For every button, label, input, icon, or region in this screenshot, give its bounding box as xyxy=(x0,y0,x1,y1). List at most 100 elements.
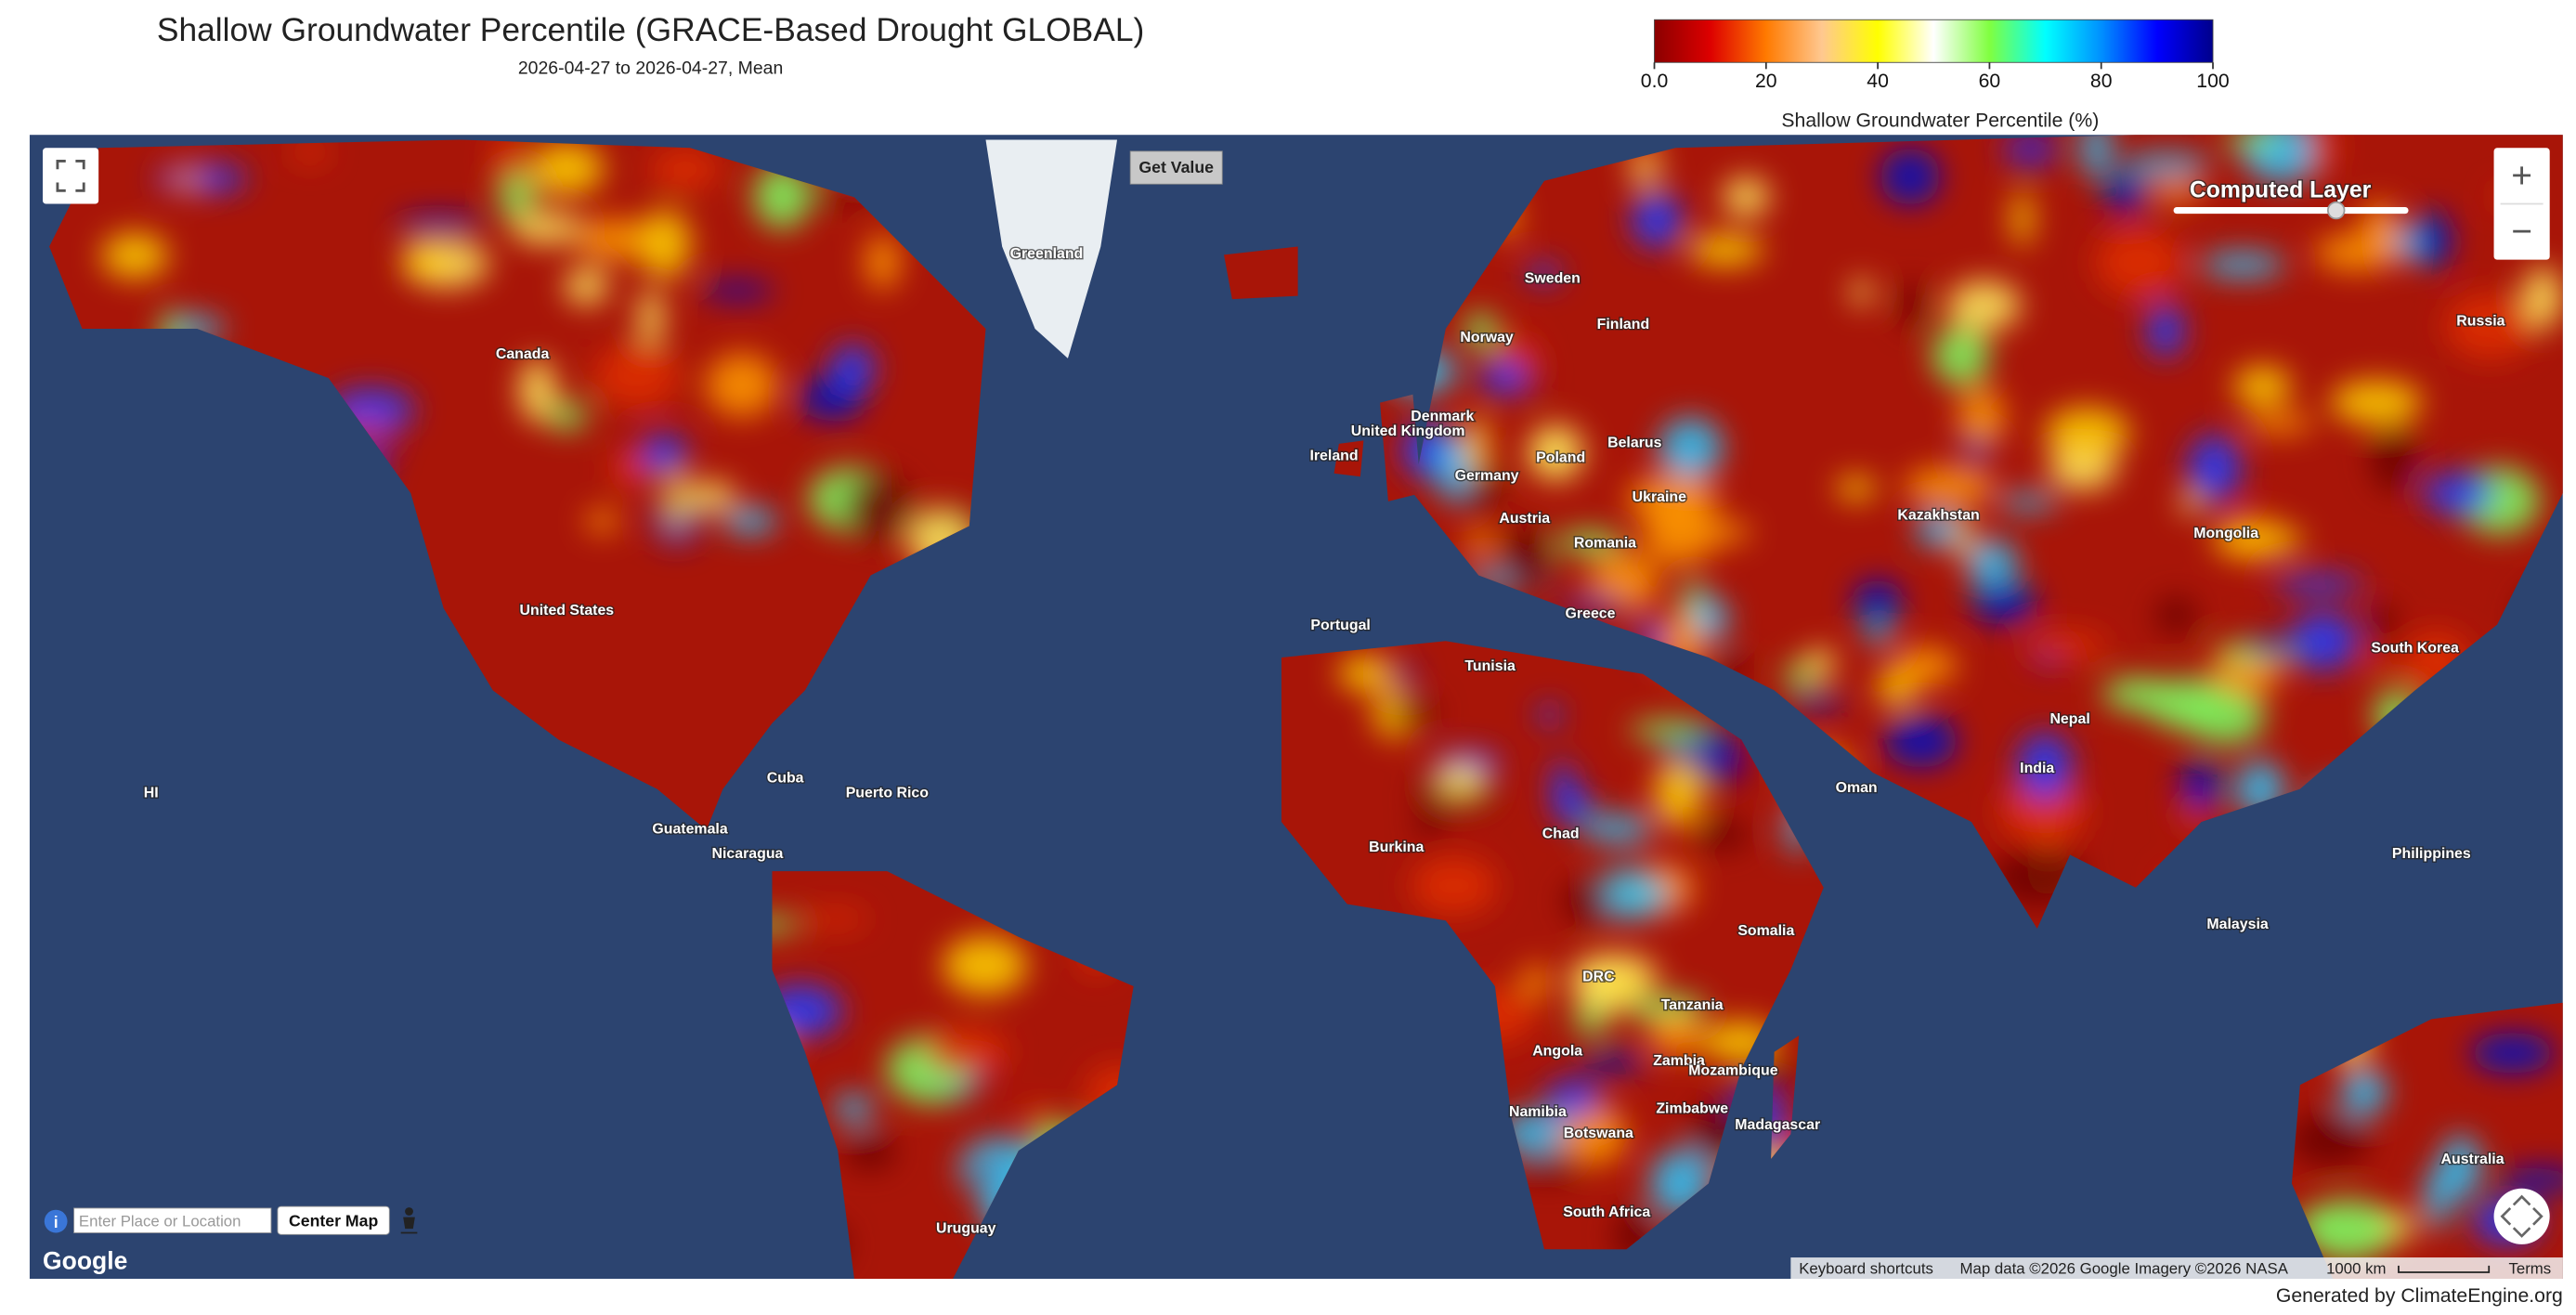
data-patch xyxy=(2273,574,2364,594)
data-patch xyxy=(1464,312,1497,348)
data-patch xyxy=(611,451,649,488)
place-label: Namibia xyxy=(1509,1104,1567,1120)
zoom-out[interactable]: − xyxy=(2511,212,2532,252)
data-patch xyxy=(1967,539,2019,589)
data-patch xyxy=(2187,434,2242,503)
place-label: HI xyxy=(144,785,159,801)
data-patch xyxy=(2200,252,2285,278)
google-logo: Google xyxy=(43,1246,127,1274)
data-patch xyxy=(1932,325,1990,386)
data-patch xyxy=(1514,1156,1583,1180)
data-patch xyxy=(1836,475,1877,501)
get-value-button[interactable] xyxy=(1129,150,1223,185)
data-patch xyxy=(843,473,913,540)
data-patch xyxy=(2150,180,2204,203)
data-patch xyxy=(1415,812,1445,840)
data-patch xyxy=(1521,964,1552,998)
data-patch xyxy=(402,240,449,280)
data-patch xyxy=(2439,1135,2481,1199)
place-label: Burkina xyxy=(1369,840,1424,855)
data-patch xyxy=(2123,153,2211,176)
data-patch xyxy=(1537,705,1562,726)
data-patch xyxy=(802,910,868,928)
zoom-in[interactable]: + xyxy=(2511,156,2532,196)
camera-control[interactable] xyxy=(2493,1188,2550,1244)
place-label: Chad xyxy=(1542,827,1580,842)
place-label: Cuba xyxy=(767,771,804,787)
data-patch xyxy=(1580,814,1653,842)
greenland-ice xyxy=(985,139,1118,358)
data-patch xyxy=(1723,176,1770,217)
place-label: Romania xyxy=(1574,535,1636,551)
data-patch xyxy=(1851,278,1872,306)
center-map-button[interactable] xyxy=(277,1205,390,1235)
place-label: Nicaragua xyxy=(712,846,784,862)
data-patch xyxy=(1464,414,1490,479)
data-patch xyxy=(1525,264,1563,283)
data-patch xyxy=(1880,148,1941,206)
attribution-item: 1000 km xyxy=(2326,1260,2386,1278)
slider-handle[interactable] xyxy=(2326,201,2346,220)
place-label: Finland xyxy=(1597,317,1650,332)
data-patch xyxy=(2249,635,2288,658)
map[interactable]: Greenland United Kingdom Ireland Germany Pol… xyxy=(29,109,2576,1280)
data-patch xyxy=(1023,1105,1051,1125)
data-patch xyxy=(585,509,619,533)
fullscreen-button[interactable] xyxy=(42,148,99,204)
data-patch xyxy=(2340,1068,2387,1115)
place-label: Ukraine xyxy=(1633,489,1686,505)
place-label: Portugal xyxy=(1310,618,1370,633)
place-label: Puerto Rico xyxy=(846,785,930,801)
data-patch xyxy=(2095,228,2183,297)
place-label: United Kingdom xyxy=(1351,423,1465,439)
data-patch xyxy=(1544,1079,1602,1116)
data-patch xyxy=(576,217,650,261)
data-patch xyxy=(2044,407,2130,460)
pegman[interactable] xyxy=(400,1207,418,1234)
data-patch xyxy=(2288,611,2358,671)
place-label: Ireland xyxy=(1309,449,1358,464)
place-label: Angola xyxy=(1532,1043,1582,1059)
place-label: Canada xyxy=(496,346,550,362)
search-placeholder: Enter Place or Location xyxy=(79,1212,241,1230)
data-patch xyxy=(2212,525,2304,555)
data-patch xyxy=(865,234,901,290)
data-patch xyxy=(2308,135,2336,172)
data-patch xyxy=(650,149,720,190)
data-patch xyxy=(2330,380,2423,425)
data-patch xyxy=(2368,602,2397,645)
data-patch xyxy=(2233,366,2292,407)
info-icon[interactable] xyxy=(44,1209,68,1233)
data-patch xyxy=(1971,581,2037,625)
place-label: Tunisia xyxy=(1464,658,1516,674)
info-glyph: i xyxy=(54,1213,59,1231)
data-patch xyxy=(499,172,535,221)
opacity-slider[interactable] xyxy=(2173,207,2409,215)
search-input[interactable] xyxy=(73,1207,272,1233)
place-label: Tanzania xyxy=(1661,997,1724,1013)
data-patch xyxy=(2016,732,2073,801)
data-patch xyxy=(1556,530,1622,554)
data-patch xyxy=(564,267,608,306)
data-patch xyxy=(1480,359,1528,394)
data-patch xyxy=(2370,424,2417,492)
data-patch xyxy=(1997,493,2060,511)
place-label: Mongolia xyxy=(2193,526,2258,541)
colorbar-tick-label: 100 xyxy=(2196,71,2229,92)
data-patch xyxy=(593,344,680,409)
data-patch xyxy=(924,1028,1008,1075)
data-patch xyxy=(2501,1166,2563,1191)
data-patch xyxy=(1629,720,1710,741)
place-label: Belarus xyxy=(1607,435,1661,450)
data-patch xyxy=(1392,663,1416,685)
data-patch xyxy=(1790,693,1846,711)
fullscreen-icon xyxy=(56,160,85,192)
place-label: Austria xyxy=(1499,511,1550,527)
data-patch xyxy=(1883,714,1958,768)
place-label: Denmark xyxy=(1411,409,1474,424)
data-patch xyxy=(1435,762,1486,799)
data-patch xyxy=(2445,293,2535,359)
data-patch xyxy=(700,281,774,300)
data-patch xyxy=(1999,779,2087,844)
